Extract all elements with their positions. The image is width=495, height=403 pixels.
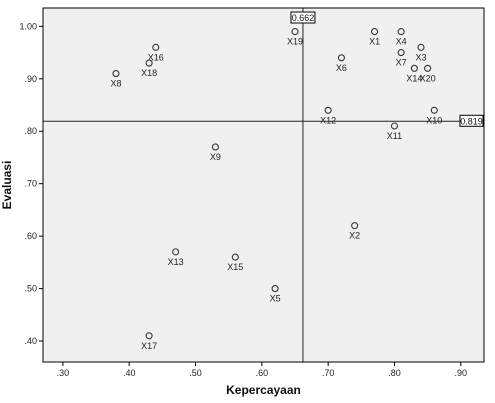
- plot-area: [43, 8, 484, 362]
- data-point-marker: [145, 59, 153, 67]
- plot-frame: [42, 7, 485, 363]
- data-point-label: X2: [349, 231, 360, 241]
- data-point-marker: [397, 28, 405, 36]
- data-point-label: X16: [148, 52, 164, 62]
- data-point-marker: [231, 253, 239, 261]
- reference-label-box-x: [290, 11, 316, 24]
- data-point-label: X18: [141, 68, 157, 78]
- x-tick-label: .90: [455, 368, 468, 378]
- y-tick-label: .60: [24, 231, 37, 241]
- data-point-label: X12: [320, 115, 336, 125]
- data-point-label: X15: [227, 262, 243, 272]
- y-tick-label: .80: [24, 126, 37, 136]
- data-point-marker: [152, 43, 160, 51]
- y-tick-label: .90: [24, 74, 37, 84]
- data-point-marker: [390, 122, 399, 130]
- data-point-label: X7: [396, 58, 407, 68]
- x-tick-label: .50: [189, 368, 202, 378]
- reference-label-y: 0.819: [460, 116, 483, 126]
- data-point-marker: [145, 332, 153, 340]
- data-point-label: X9: [210, 152, 221, 162]
- data-point-marker: [417, 43, 425, 51]
- data-point-marker: [337, 54, 345, 62]
- x-tick-label: .40: [123, 368, 136, 378]
- data-point-label: X8: [110, 79, 121, 89]
- data-point-label: X10: [426, 115, 442, 125]
- y-axis-title: Evaluasi: [0, 161, 14, 210]
- data-point-label: X19: [287, 37, 303, 47]
- data-point-label: X1: [369, 37, 380, 47]
- reference-label-x: 0.662: [292, 13, 315, 23]
- x-axis-title: Kepercayaan: [226, 383, 301, 397]
- data-point-label: X4: [396, 37, 407, 47]
- y-tick-label: 1.00: [19, 21, 37, 31]
- data-point-marker: [410, 64, 418, 72]
- data-point-label: X11: [387, 131, 402, 141]
- y-tick-label: .40: [24, 336, 37, 346]
- data-point-label: X17: [141, 341, 157, 351]
- y-tick-label: .50: [24, 284, 37, 294]
- data-point-marker: [291, 28, 299, 36]
- data-point-marker: [351, 222, 359, 230]
- data-point-label: X14: [406, 73, 422, 83]
- data-point-marker: [112, 70, 120, 78]
- data-point-marker: [324, 106, 332, 114]
- data-point-marker: [397, 49, 405, 57]
- x-tick-label: .30: [57, 368, 70, 378]
- y-axis: .40 .50 .60 .70 .80 .90 1.00: [19, 21, 43, 346]
- data-point-label: X3: [415, 52, 426, 62]
- data-points: X1 X2 X3 X4 X5 X6 X7 X8 X9 X10 X11 X12 X13 X14 X15 X16 X…: [110, 28, 442, 351]
- data-point-marker: [430, 106, 438, 114]
- data-point-marker: [271, 285, 279, 293]
- x-axis: .30 .40 .50 .60 .70 .80 .90: [57, 362, 467, 378]
- x-tick-label: .80: [388, 368, 401, 378]
- data-point-label: X13: [168, 257, 184, 267]
- data-point-marker: [211, 143, 219, 151]
- data-point-label: X6: [336, 63, 347, 73]
- data-point-label: X5: [270, 294, 281, 304]
- reference-lines: 0.662 0.819: [43, 8, 484, 362]
- reference-label-box-y: [459, 114, 484, 127]
- data-point-marker: [172, 248, 180, 256]
- y-tick-label: .70: [24, 179, 37, 189]
- x-tick-label: .60: [256, 368, 269, 378]
- x-tick-label: .70: [322, 368, 335, 378]
- data-point-marker: [424, 64, 432, 72]
- data-point-label: X20: [420, 73, 436, 83]
- data-point-marker: [371, 28, 379, 36]
